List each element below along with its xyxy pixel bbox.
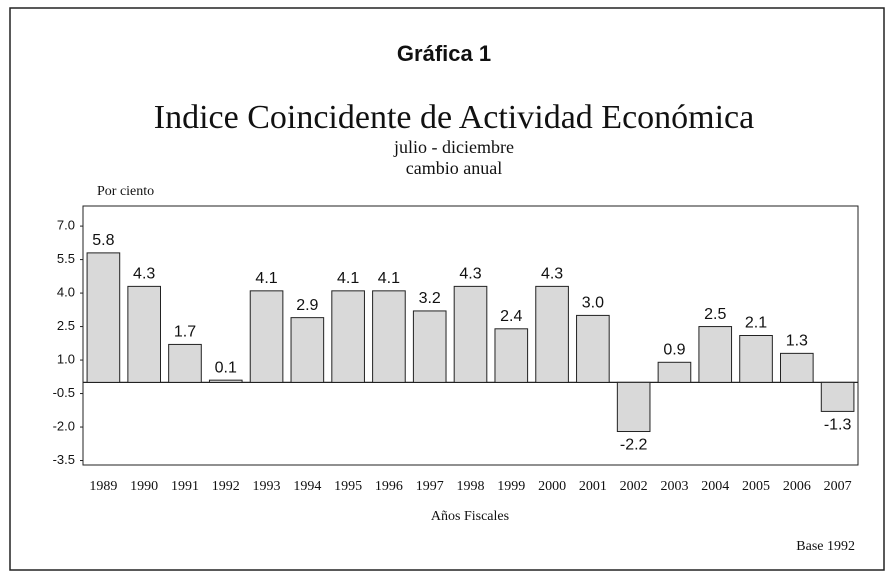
data-label: 5.8 xyxy=(92,232,114,249)
bar xyxy=(780,352,814,383)
y-tick-label: -2.0 xyxy=(53,418,75,433)
data-label: 2.1 xyxy=(745,315,767,332)
frame xyxy=(9,7,885,571)
bar xyxy=(127,285,162,383)
data-label: -1.3 xyxy=(824,417,852,434)
x-tick-label: 1999 xyxy=(497,479,525,494)
y-axis-label: Por ciento xyxy=(97,184,154,199)
data-label: 4.1 xyxy=(337,270,359,287)
x-axis-label: Años Fiscales xyxy=(431,509,509,524)
data-label: 1.3 xyxy=(786,333,808,350)
y-tick-label: -0.5 xyxy=(53,385,75,400)
x-tick-label: 2004 xyxy=(701,479,729,494)
x-tick-label: 2006 xyxy=(783,479,811,494)
data-label: 4.3 xyxy=(133,266,155,283)
subtitle: julio - diciembre xyxy=(393,137,514,157)
data-label: 4.1 xyxy=(255,270,277,287)
x-tick-label: 1991 xyxy=(171,479,199,494)
y-tick-label: -3.5 xyxy=(53,452,75,467)
bar xyxy=(290,317,325,383)
bar xyxy=(331,290,365,383)
subtitle: cambio anual xyxy=(406,158,502,178)
bar xyxy=(208,379,243,383)
y-tick-label: 5.5 xyxy=(57,251,75,266)
y-tick-label: 7.0 xyxy=(57,218,75,233)
bar xyxy=(412,310,447,383)
data-label: 2.5 xyxy=(704,306,726,323)
data-label: 4.3 xyxy=(459,266,481,283)
x-tick-label: 1995 xyxy=(334,479,362,494)
data-label: 2.9 xyxy=(296,297,318,314)
bar xyxy=(494,328,529,383)
x-tick-label: 2002 xyxy=(620,479,648,494)
x-tick-label: 2000 xyxy=(538,479,566,494)
bar xyxy=(739,335,773,383)
x-tick-label: 2003 xyxy=(660,479,688,494)
x-tick-label: 1996 xyxy=(375,479,403,494)
bar xyxy=(372,290,406,383)
bar xyxy=(168,343,202,383)
bar xyxy=(535,285,569,383)
data-label: 2.4 xyxy=(500,308,522,325)
bar xyxy=(86,252,121,383)
x-tick-label: 1997 xyxy=(416,479,444,494)
bar xyxy=(820,381,855,412)
bar xyxy=(453,285,488,383)
x-tick-label: 1994 xyxy=(293,479,321,494)
bar xyxy=(657,361,692,383)
chart-label: Gráfica 1 xyxy=(397,41,491,66)
data-label: 3.2 xyxy=(419,290,441,307)
data-label: 0.9 xyxy=(663,342,685,359)
data-label: 3.0 xyxy=(582,295,604,312)
bar xyxy=(698,326,733,383)
data-label: 0.1 xyxy=(215,359,237,376)
y-tick-label: 2.5 xyxy=(57,318,75,333)
x-tick-label: 1993 xyxy=(253,479,281,494)
data-label: 1.7 xyxy=(174,324,196,341)
y-tick-label: 4.0 xyxy=(57,285,75,300)
bar xyxy=(616,381,651,433)
data-label: -2.2 xyxy=(620,437,648,454)
x-tick-label: 2007 xyxy=(824,479,852,494)
note: Base 1992 xyxy=(796,539,855,554)
chart-title: Indice Coincidente de Actividad Económic… xyxy=(154,99,754,136)
x-tick-label: 2005 xyxy=(742,479,770,494)
x-tick-label: 2001 xyxy=(579,479,607,494)
plot-area xyxy=(82,205,859,466)
x-tick-label: 1990 xyxy=(130,479,158,494)
x-tick-label: 1998 xyxy=(457,479,485,494)
bar xyxy=(249,290,284,383)
x-tick-label: 1989 xyxy=(89,479,117,494)
y-tick-label: 1.0 xyxy=(57,351,75,366)
data-label: 4.3 xyxy=(541,266,563,283)
data-label: 4.1 xyxy=(378,270,400,287)
bar xyxy=(576,314,610,383)
x-tick-label: 1992 xyxy=(212,479,240,494)
